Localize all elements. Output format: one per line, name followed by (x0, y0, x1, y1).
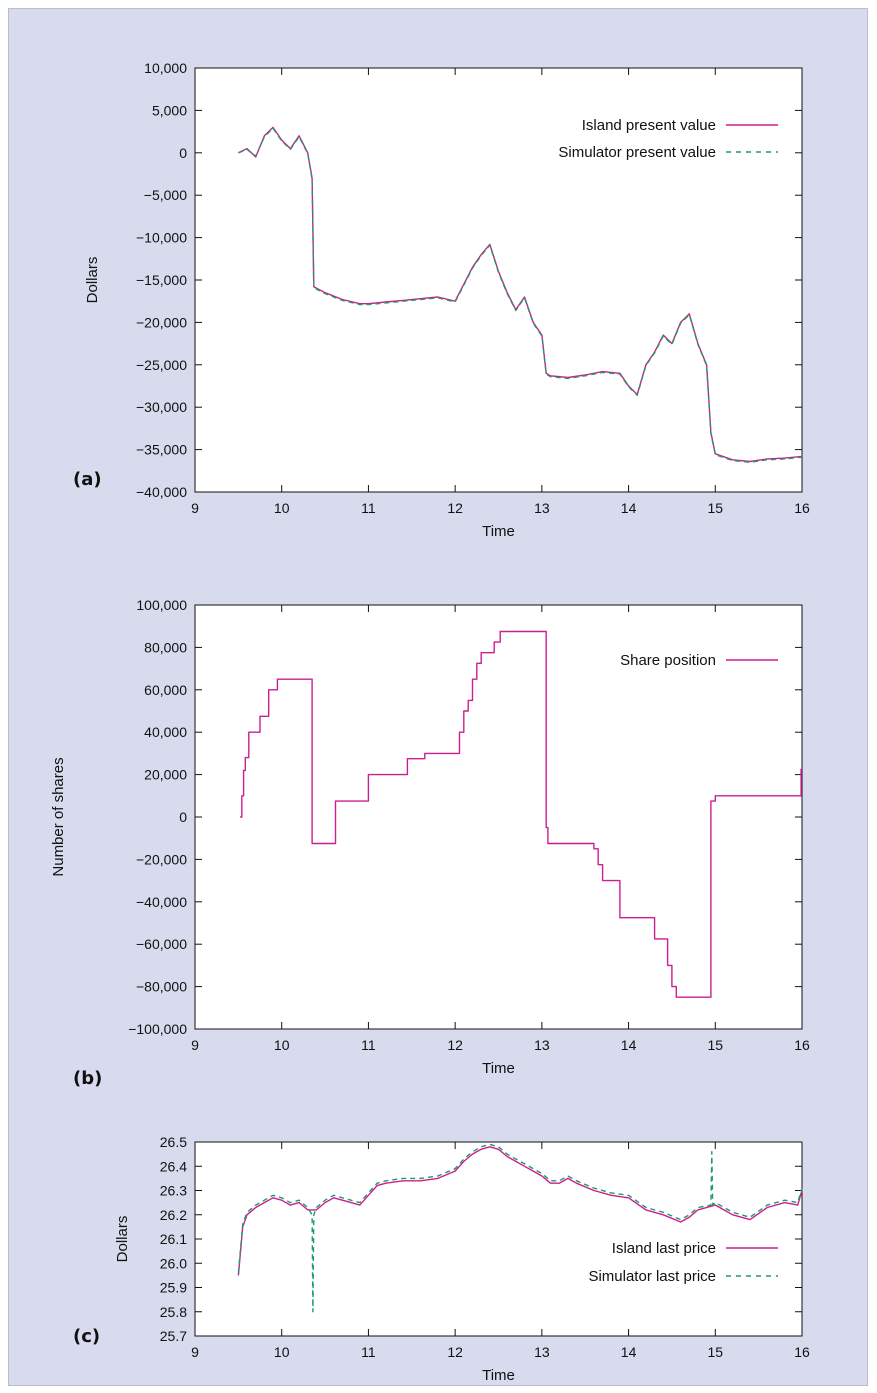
x-tick-label: 16 (794, 500, 810, 516)
chart-c: 26.5 26.4 26.3 26.2 26.1 26.0 25.9 25.8 25.79 10 1… (73, 1134, 810, 1384)
y-tick-label: 25.8 (160, 1304, 187, 1320)
x-axis-label: Time (482, 1060, 515, 1077)
panel-letter: (a) (73, 469, 102, 490)
plot-area (194, 67, 803, 493)
y-tick-label: −80,000 (136, 979, 187, 995)
y-tick-label: −10,000 (136, 230, 187, 246)
y-axis-label: Dollars (114, 1216, 131, 1263)
chart-b: 100,000 80,000 60,000 40,000 20,000 0 −20,000 −… (50, 597, 810, 1089)
y-tick-label: −40,000 (136, 484, 187, 500)
plot-area (194, 1141, 803, 1337)
legend-label: Island last price (612, 1240, 716, 1257)
y-tick-label: −60,000 (136, 936, 187, 952)
y-tick-label: −30,000 (136, 399, 187, 415)
y-tick-label: 26.3 (160, 1183, 187, 1199)
x-tick-label: 9 (191, 1344, 199, 1360)
legend-label: Island present value (582, 117, 716, 134)
x-tick-label: 12 (447, 1344, 463, 1360)
x-tick-label: 10 (274, 1344, 290, 1360)
x-tick-label: 13 (534, 1344, 550, 1360)
y-tick-label: 100,000 (136, 597, 187, 613)
panel-letter: (c) (73, 1326, 100, 1347)
x-tick-label: 15 (707, 1037, 723, 1053)
y-tick-label: −35,000 (136, 442, 187, 458)
y-tick-label: −100,000 (128, 1021, 187, 1037)
y-tick-label: 40,000 (144, 724, 187, 740)
y-axis-label: Dollars (84, 257, 101, 304)
panel-letter: (b) (73, 1068, 102, 1089)
y-tick-label: 60,000 (144, 682, 187, 698)
x-tick-label: 11 (361, 1344, 376, 1360)
y-tick-label: −25,000 (136, 357, 187, 373)
y-tick-label: 5,000 (152, 102, 187, 118)
y-tick-label: 25.9 (160, 1280, 187, 1296)
y-tick-label: 26.4 (160, 1158, 187, 1174)
legend-label: Share position (620, 652, 716, 669)
series-line-island (237, 1146, 803, 1276)
x-tick-label: 13 (534, 500, 550, 516)
y-tick-label: 20,000 (144, 767, 187, 783)
x-axis-label: Time (482, 1367, 515, 1384)
y-tick-label: 26.5 (160, 1134, 187, 1150)
x-tick-label: 9 (191, 500, 199, 516)
legend-label: Simulator present value (558, 144, 716, 161)
x-tick-label: 12 (447, 500, 463, 516)
x-axis-label: Time (482, 523, 515, 540)
series-line-simulator (238, 127, 803, 463)
x-tick-label: 10 (274, 500, 290, 516)
y-tick-label: −40,000 (136, 894, 187, 910)
y-tick-label: −20,000 (136, 851, 187, 867)
chart-a: 10,000 5,000 0 −5,000 −10,000 −15,000 −20,000 −… (73, 60, 810, 540)
y-tick-label: 10,000 (144, 60, 187, 76)
y-tick-label: 80,000 (144, 639, 187, 655)
x-tick-label: 9 (191, 1037, 199, 1053)
x-tick-label: 15 (707, 500, 723, 516)
x-tick-label: 14 (621, 500, 637, 516)
y-tick-label: 25.7 (160, 1328, 187, 1344)
x-tick-label: 10 (274, 1037, 290, 1053)
y-tick-label: −20,000 (136, 314, 187, 330)
y-tick-label: 26.2 (160, 1207, 187, 1223)
x-tick-label: 14 (621, 1344, 637, 1360)
x-tick-label: 15 (707, 1344, 723, 1360)
x-tick-label: 16 (794, 1037, 810, 1053)
plot-area (194, 604, 803, 1030)
x-tick-label: 11 (361, 500, 376, 516)
x-tick-label: 13 (534, 1037, 550, 1053)
y-tick-label: 26.1 (160, 1231, 187, 1247)
y-tick-label: −5,000 (144, 187, 187, 203)
x-tick-label: 16 (794, 1344, 810, 1360)
series-line-simulator (237, 1143, 803, 1313)
legend-label: Simulator last price (588, 1268, 716, 1285)
y-axis-label: Number of shares (50, 757, 67, 876)
x-tick-label: 14 (621, 1037, 637, 1053)
y-tick-label: 0 (179, 145, 187, 161)
series-line-island (240, 630, 802, 998)
x-tick-label: 12 (447, 1037, 463, 1053)
y-tick-label: 0 (179, 809, 187, 825)
x-tick-label: 11 (361, 1037, 376, 1053)
y-tick-label: −15,000 (136, 272, 187, 288)
y-tick-label: 26.0 (160, 1255, 187, 1271)
